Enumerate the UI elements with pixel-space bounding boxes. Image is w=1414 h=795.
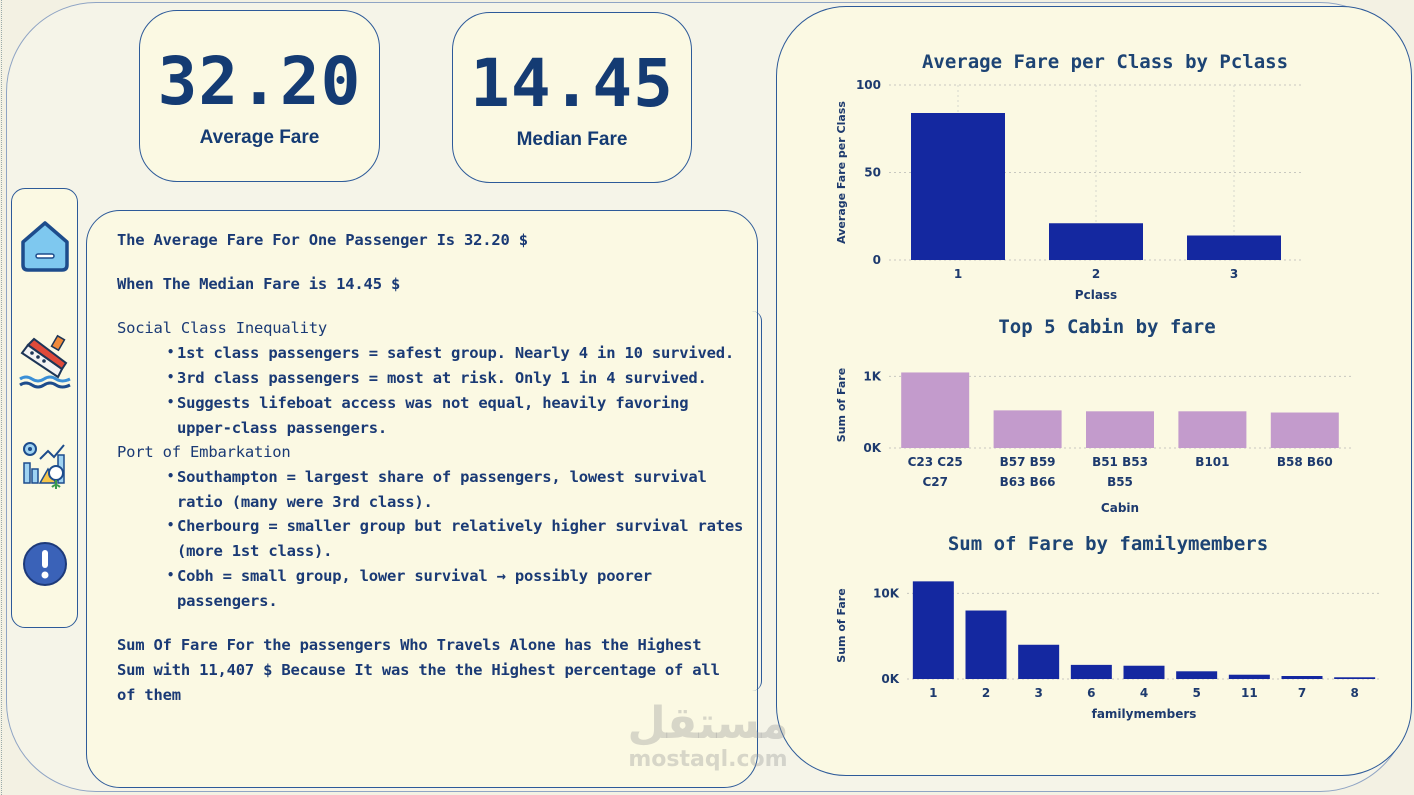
x-tick-label: 7 — [1298, 686, 1306, 700]
y-tick-label: 0K — [863, 441, 881, 455]
x-tick-label: 6 — [1087, 686, 1095, 700]
info-alert-icon — [23, 542, 67, 586]
bullet-icon: • — [167, 345, 175, 359]
analytics-icon — [23, 442, 65, 489]
x-tick-label: 1 — [954, 267, 962, 281]
class-bullet-2: 3rd class passengers = most at risk. Onl… — [177, 369, 707, 387]
y-tick-label: 0K — [881, 672, 899, 686]
sinking-ship-icon — [19, 334, 71, 389]
charts-canvas: Average Fare per Class by Pclass 0 50 100 1 2… — [835, 51, 1381, 721]
bar — [1178, 411, 1247, 448]
bar — [1334, 677, 1376, 679]
kpi-median-fare-value: 14.45 — [470, 45, 674, 122]
bar — [912, 581, 954, 679]
x-tick-label: B58 B60 — [1277, 455, 1333, 469]
port-bullet-1a: Southampton = largest share of passenger… — [177, 468, 707, 486]
y-tick-label: 0 — [873, 253, 881, 267]
sidebar-nav — [11, 188, 78, 628]
x-axis-label: familymembers — [1092, 707, 1197, 721]
x-tick-label: B101 — [1195, 455, 1229, 469]
nav-item-info[interactable] — [18, 535, 72, 593]
bar — [1270, 412, 1339, 448]
nav-item-home[interactable] — [18, 217, 72, 275]
y-tick-label: 1K — [863, 369, 881, 383]
x-tick-label: 3 — [1034, 686, 1042, 700]
x-tick-label: C23 C25 — [908, 455, 963, 469]
insight-average-fare: The Average Fare For One Passenger Is 32… — [117, 231, 528, 249]
port-bullet-3a: Cobh = small group, lower survival → pos… — [177, 567, 652, 585]
bullet-icon: • — [167, 518, 175, 532]
kpi-average-fare-value: 32.20 — [157, 43, 362, 120]
y-tick-label: 100 — [856, 78, 881, 92]
bar — [1070, 664, 1112, 679]
port-embarkation-heading: Port of Embarkation — [117, 443, 291, 461]
class-bullet-3a: Suggests lifeboat access was not equal, … — [177, 394, 689, 412]
x-tick-label: B63 B66 — [1000, 475, 1056, 489]
watermark-domain: mostaql.com — [628, 747, 788, 772]
class-bullet-3b: upper-class passengers. — [177, 419, 388, 437]
y-axis-label: Average Fare per Class — [835, 101, 848, 244]
x-tick-label: 1 — [929, 686, 937, 700]
x-axis-label: Cabin — [1101, 501, 1139, 515]
bar — [901, 372, 970, 448]
bullet-icon: • — [167, 568, 175, 582]
bar — [1281, 676, 1323, 679]
bar — [1176, 671, 1218, 679]
bullet-icon: • — [167, 370, 175, 384]
port-bullet-1b: ratio (many were 3rd class). — [177, 493, 433, 511]
class-inequality-heading: Social Class Inequality — [117, 319, 328, 337]
watermark: مستقل mostaql.com — [618, 700, 798, 780]
y-axis-label: Sum of Fare — [835, 588, 848, 662]
nav-item-survival[interactable] — [18, 333, 72, 391]
bar — [1123, 665, 1165, 679]
insight-sum-line-2: Sum with 11,407 $ Because It was the the… — [117, 661, 720, 679]
x-tick-label: 11 — [1241, 686, 1258, 700]
x-tick-label: 5 — [1192, 686, 1200, 700]
bullet-icon: • — [167, 469, 175, 483]
x-tick-label: 3 — [1230, 267, 1238, 281]
home-icon — [21, 221, 69, 272]
bar — [1018, 644, 1060, 679]
y-tick-label: 50 — [864, 166, 881, 180]
kpi-card-median-fare: 14.45 Median Fare — [452, 12, 692, 183]
port-bullet-2b: (more 1st class). — [177, 542, 333, 560]
charts-panel: Average Fare per Class by Pclass 0 50 100 1 2… — [776, 6, 1412, 776]
bar — [911, 113, 1005, 260]
chart-title: Top 5 Cabin by fare — [998, 316, 1215, 338]
x-tick-label: 4 — [1140, 686, 1148, 700]
kpi-median-fare-label: Median Fare — [516, 129, 628, 150]
kpi-average-fare-label: Average Fare — [199, 127, 320, 148]
x-tick-label: 2 — [1092, 267, 1100, 281]
y-tick-label: 10K — [873, 586, 900, 600]
x-tick-label: 8 — [1350, 686, 1358, 700]
bar — [993, 410, 1062, 448]
insights-panel: The Average Fare For One Passenger Is 32… — [86, 210, 762, 788]
x-tick-label: B55 — [1107, 475, 1133, 489]
bar — [1228, 674, 1270, 679]
insight-median-fare: When The Median Fare is 14.45 $ — [117, 275, 401, 293]
kpi-card-average-fare: 32.20 Average Fare — [139, 10, 380, 182]
nav-item-analytics[interactable] — [18, 437, 72, 495]
bar — [1086, 411, 1154, 448]
x-tick-label: B57 B59 — [1000, 455, 1056, 469]
x-axis-label: Pclass — [1075, 288, 1117, 302]
x-tick-label: C27 — [922, 475, 948, 489]
insight-sum-line-3: of them — [117, 686, 181, 704]
x-tick-label: 2 — [982, 686, 990, 700]
insight-sum-line-1: Sum Of Fare For the passengers Who Trave… — [117, 636, 702, 654]
bar — [1187, 235, 1281, 260]
class-bullet-1: 1st class passengers = safest group. Nea… — [177, 344, 735, 362]
y-axis-label: Sum of Fare — [835, 368, 848, 442]
port-bullet-3b: passengers. — [177, 592, 278, 610]
port-bullet-2a: Cherbourg = smaller group but relatively… — [177, 517, 744, 535]
chart-title: Sum of Fare by familymembers — [948, 533, 1268, 555]
x-tick-label: B51 B53 — [1092, 455, 1148, 469]
bullet-icon: • — [167, 395, 175, 409]
left-edge-divider — [1, 0, 2, 795]
chart-title: Average Fare per Class by Pclass — [922, 51, 1288, 73]
watermark-arabic: مستقل — [627, 698, 789, 749]
bar — [1049, 223, 1143, 260]
bar — [965, 610, 1007, 679]
